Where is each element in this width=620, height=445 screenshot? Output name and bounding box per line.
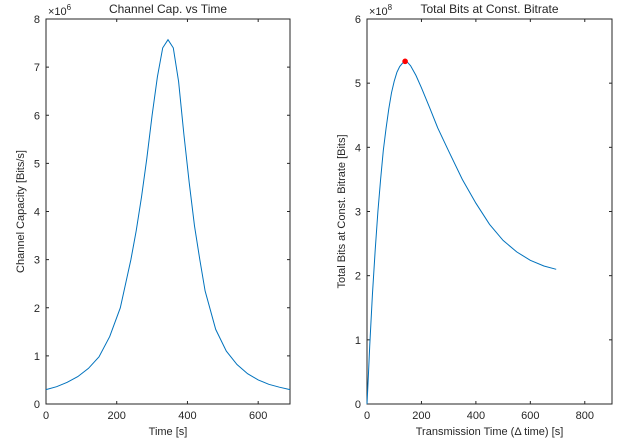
y-tick-label: 7 — [34, 62, 40, 74]
x-tick-label: 400 — [467, 410, 485, 422]
x-tick-label: 800 — [576, 410, 594, 422]
y-tick-label: 0 — [355, 399, 361, 411]
y-axis-label: Channel Capacity [Bits/s] — [15, 150, 27, 273]
chart-title: Channel Cap. vs Time — [109, 2, 227, 16]
x-tick-label: 400 — [178, 410, 196, 422]
y-tick-label: 2 — [34, 303, 40, 315]
y-tick-label: 3 — [355, 207, 361, 219]
y-tick-label: 0 — [34, 399, 40, 411]
x-tick-label: 0 — [364, 410, 370, 422]
y-tick-label: 8 — [34, 14, 40, 26]
x-tick-label: 0 — [43, 410, 49, 422]
x-tick-label: 600 — [521, 410, 539, 422]
x-tick-label: 200 — [108, 410, 126, 422]
y-tick-label: 4 — [34, 207, 40, 219]
y-tick-label: 3 — [34, 255, 40, 267]
y-exponent-power: 6 — [67, 3, 72, 12]
y-tick-label: 4 — [355, 142, 361, 154]
y-tick-label: 5 — [355, 78, 361, 90]
y-exponent-base: ×10 — [369, 6, 388, 18]
y-axis-label: Total Bits at Const. Bitrate [Bits] — [336, 134, 348, 288]
y-tick-label: 6 — [355, 14, 361, 26]
x-axis-label: Transmission Time (Δ time) [s] — [416, 426, 564, 438]
y-tick-label: 1 — [34, 351, 40, 363]
x-tick-label: 200 — [412, 410, 430, 422]
x-axis-label: Time [s] — [149, 426, 188, 438]
y-exponent-base: ×10 — [48, 6, 67, 18]
y-tick-label: 5 — [34, 158, 40, 170]
x-tick-label: 600 — [249, 410, 267, 422]
y-tick-label: 1 — [355, 335, 361, 347]
y-tick-label: 6 — [34, 110, 40, 122]
chart-title: Total Bits at Const. Bitrate — [420, 2, 558, 16]
y-tick-label: 2 — [355, 271, 361, 283]
max-point-marker — [402, 59, 408, 65]
y-exponent-power: 8 — [388, 3, 393, 12]
